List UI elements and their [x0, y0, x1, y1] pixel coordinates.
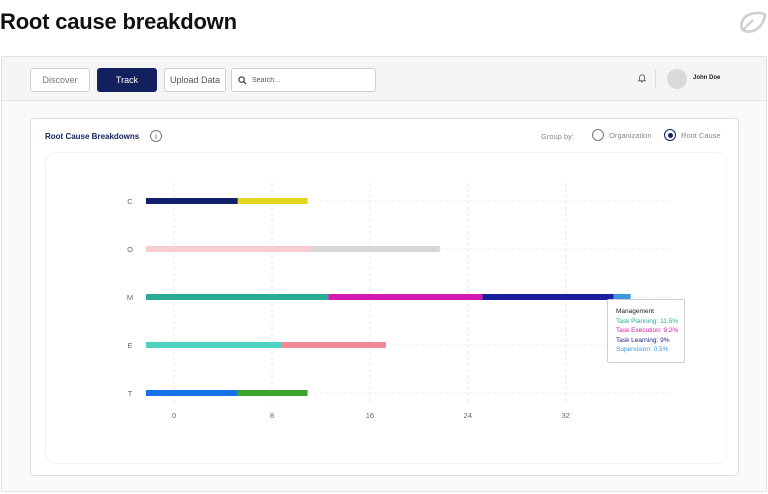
bar-segment	[312, 246, 440, 252]
radio-organization[interactable]	[592, 129, 604, 141]
bar-segment	[146, 294, 329, 300]
bar-segment	[613, 294, 631, 300]
bell-icon[interactable]	[637, 73, 647, 83]
x-axis-tick-label: 16	[366, 411, 374, 420]
y-axis-tick-label: C	[127, 197, 133, 206]
bar-segment	[237, 390, 308, 396]
bar-segment	[146, 342, 282, 348]
top-toolbar: Discover Track Upload Data John Doe	[2, 57, 766, 101]
discover-button[interactable]: Discover	[30, 68, 90, 92]
search-icon	[238, 75, 247, 84]
track-button[interactable]: Track	[97, 68, 157, 92]
x-axis-tick-label: 8	[270, 411, 274, 420]
y-axis-tick-label: E	[127, 341, 132, 350]
bar-segment	[146, 390, 238, 396]
radio-selected-dot	[667, 132, 673, 138]
x-axis-tick-label: 32	[562, 411, 570, 420]
app-logo-icon	[740, 11, 767, 33]
chart-area	[45, 152, 727, 464]
info-icon[interactable]: i	[150, 130, 162, 142]
tooltip-line-task-planning: Task Planning: 11.5%	[616, 317, 679, 325]
tooltip-line-task-execution: Task Execution: 9.2%	[616, 327, 679, 335]
tooltip-title: Management	[616, 308, 654, 315]
avatar[interactable]	[667, 69, 687, 89]
y-axis-tick-label: O	[127, 245, 133, 254]
x-axis-tick-label: 0	[172, 411, 176, 420]
bar-segment	[146, 198, 238, 204]
y-axis-tick-label: M	[127, 293, 133, 302]
y-axis-tick-label: T	[128, 389, 133, 398]
bar-segment	[328, 294, 483, 300]
username[interactable]: John Doe	[693, 75, 721, 81]
bar-segment	[237, 198, 308, 204]
bar-segment	[482, 294, 614, 300]
tooltip-line-task-learning: Task Learning: 9%	[616, 336, 670, 344]
x-axis-tick-label: 24	[464, 411, 472, 420]
chart-tooltip: Management Task Planning: 11.5% Task Exe…	[607, 299, 685, 363]
toolbar-divider	[655, 70, 656, 88]
group-by-label: Group by:	[541, 132, 574, 141]
tooltip-line-supervision: Supervision: 0.5%	[616, 346, 669, 354]
bar-segment	[146, 246, 313, 252]
page-title: Root cause breakdown	[0, 9, 237, 34]
radio-root-cause-label[interactable]: Root Cause	[681, 131, 721, 140]
upload-data-button[interactable]: Upload Data	[164, 68, 226, 92]
search-input[interactable]	[252, 76, 372, 84]
search-box[interactable]	[231, 68, 376, 92]
radio-organization-label[interactable]: Organization	[609, 131, 652, 140]
card-title: Root Cause Breakdowns	[45, 132, 140, 141]
bar-segment	[281, 342, 386, 348]
radio-root-cause[interactable]	[664, 129, 676, 141]
